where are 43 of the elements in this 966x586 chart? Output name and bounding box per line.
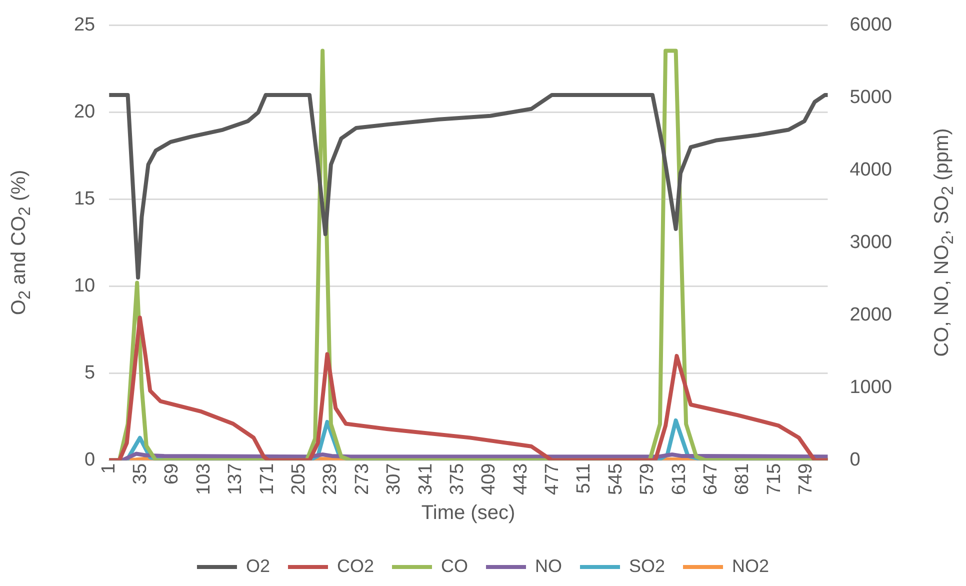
y-tick-label: 15 [74, 188, 96, 210]
legend-label: NO2 [732, 556, 770, 576]
x-tick-label: 1 [98, 463, 120, 474]
x-tick-label: 647 [700, 463, 722, 495]
y2-tick-label: 2000 [850, 304, 892, 326]
x-tick-label: 375 [446, 463, 468, 495]
x-tick-label: 137 [225, 463, 246, 495]
y-tick-label: 5 [84, 362, 96, 384]
x-tick-label: 715 [764, 463, 785, 495]
x-tick-label: 205 [288, 463, 310, 495]
y-tick-label: 0 [84, 450, 96, 471]
x-axis-title: Time (sec) [421, 502, 516, 525]
legend-label: SO2 [628, 556, 666, 576]
y2-tick-label: 5000 [850, 87, 892, 108]
x-tick-label: 103 [193, 463, 214, 495]
x-tick-label: 545 [605, 463, 626, 495]
x-tick-label: 443 [510, 463, 532, 495]
y2-tick-label: 1000 [850, 377, 892, 398]
x-tick-label: 613 [668, 463, 690, 495]
x-tick-label: 477 [542, 463, 564, 495]
y2-tick-label: 4000 [850, 160, 892, 181]
x-tick-label: 749 [796, 463, 817, 495]
x-tick-label: 239 [320, 463, 342, 495]
x-tick-label: 35 [130, 463, 152, 484]
y-tick-label: 10 [74, 276, 96, 297]
y-tick-label: 25 [74, 14, 96, 36]
y2-tick-label: 6000 [850, 14, 892, 36]
x-tick-label: 171 [256, 463, 278, 495]
x-tick-label: 307 [384, 463, 405, 495]
y2-tick-label: 0 [850, 450, 860, 471]
x-tick-label: 69 [162, 463, 183, 484]
x-tick-label: 341 [415, 463, 436, 495]
x-tick-label: 273 [352, 463, 373, 495]
y2-tick-label: 3000 [850, 232, 892, 254]
x-tick-label: 511 [574, 463, 595, 494]
x-tick-label: 409 [478, 463, 500, 495]
legend-label: O2 [246, 556, 270, 576]
legend-label: CO2 [336, 556, 374, 576]
x-tick-label: 681 [732, 463, 754, 495]
legend-label: CO [440, 556, 468, 576]
y-tick-label: 20 [74, 102, 96, 123]
legend-label: NO [534, 556, 562, 576]
x-tick-label: 579 [637, 463, 658, 495]
